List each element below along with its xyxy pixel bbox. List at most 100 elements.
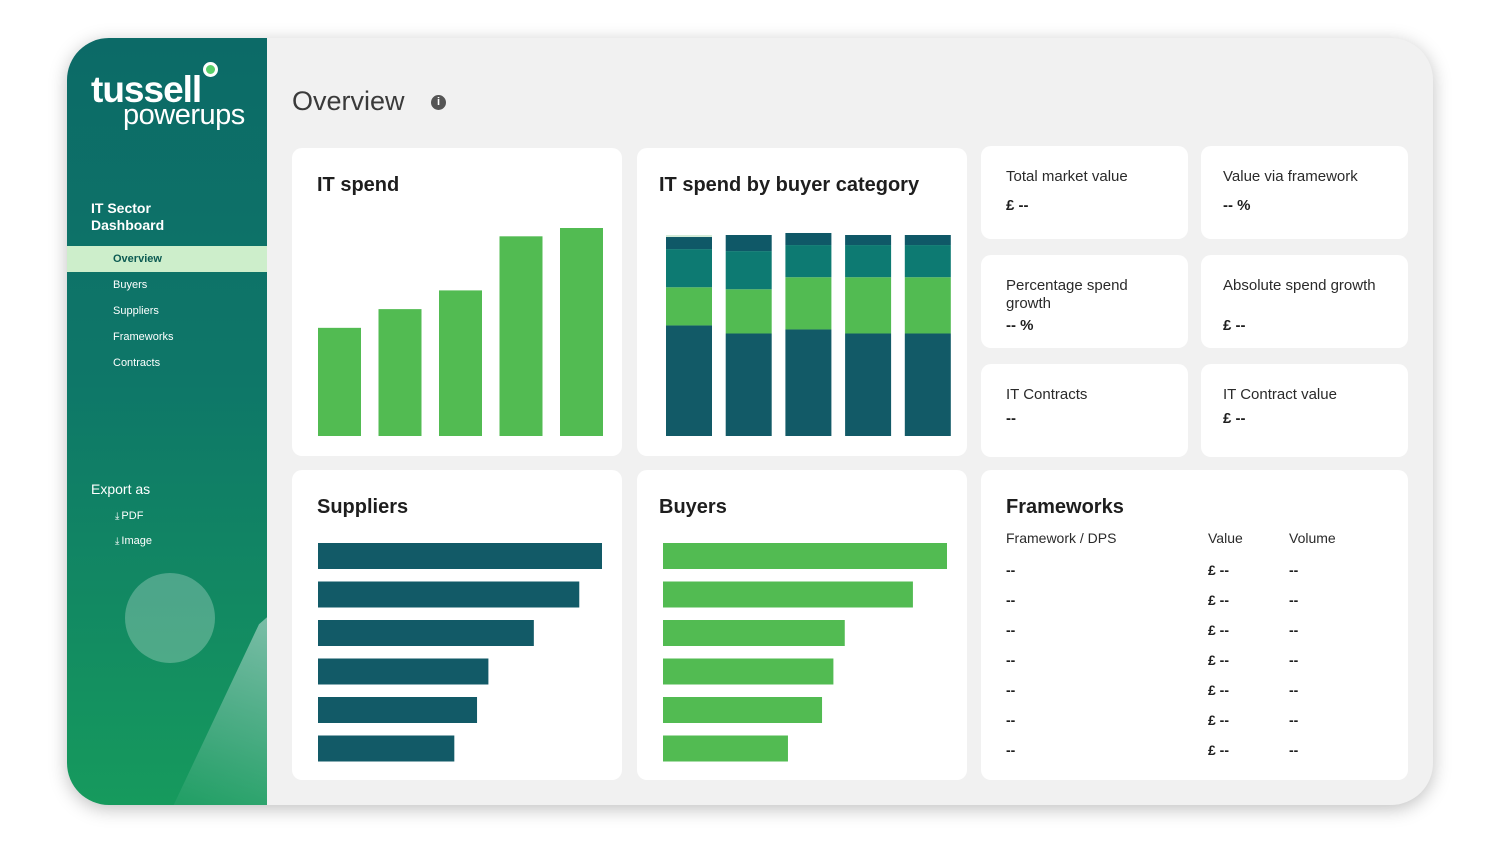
kpi-card-value-via-framework: Value via framework -- % — [1201, 146, 1408, 239]
it-spend-chart — [318, 228, 603, 436]
table-cell: -- — [1006, 562, 1016, 578]
table-cell: -- — [1006, 742, 1016, 758]
buyer-category-segment — [785, 245, 832, 278]
export-pdf-button[interactable]: ⤓ PDF — [115, 510, 143, 522]
nav-item-buyers[interactable]: Buyers — [113, 279, 148, 291]
table-cell: -- — [1289, 742, 1299, 758]
buyers-chart — [663, 543, 947, 762]
buyer-category-segment — [904, 333, 951, 436]
supplier-bar — [318, 620, 534, 646]
app-window: tussell powerups IT Sector Dashboard Ove… — [67, 38, 1433, 805]
export-image-label: Image — [121, 535, 152, 547]
brand-line1: tussell — [91, 69, 202, 110]
buyer-bar — [663, 620, 845, 646]
kpi-value: -- % — [1223, 197, 1251, 214]
table-cell: -- — [1289, 652, 1299, 668]
it-spend-bar — [439, 290, 482, 436]
table-cell: -- — [1289, 622, 1299, 638]
kpi-card-it-contracts: IT Contracts -- — [981, 364, 1188, 457]
kpi-card-it-contract-value: IT Contract value £ -- — [1201, 364, 1408, 457]
download-icon: ⤓ — [115, 511, 120, 522]
buyer-bar — [663, 658, 834, 685]
kpi-card-absolute-spend-growth: Absolute spend growth £ -- — [1201, 255, 1408, 348]
supplier-bar — [318, 697, 478, 723]
buyer-category-segment — [904, 277, 951, 334]
kpi-value: -- — [1006, 410, 1016, 427]
it-spend-bar — [318, 327, 361, 436]
it-spend-card: IT spend — [292, 148, 622, 456]
buyer-category-segment — [725, 235, 772, 252]
suppliers-title: Suppliers — [317, 496, 409, 518]
buyer-category-title: IT spend by buyer category — [659, 174, 920, 196]
brand-logo: tussell powerups — [91, 62, 251, 140]
export-title: Export as — [91, 481, 151, 497]
table-cell: £ -- — [1208, 592, 1229, 608]
buyer-category-segment — [666, 235, 712, 238]
buyers-title: Buyers — [659, 496, 727, 518]
page-title: Overview — [292, 86, 405, 116]
table-cell: -- — [1006, 622, 1016, 638]
nav-item-contracts[interactable]: Contracts — [113, 357, 161, 369]
it-spend-bar — [378, 309, 422, 436]
table-cell: £ -- — [1208, 712, 1229, 728]
table-cell: -- — [1289, 562, 1299, 578]
kpi-value: £ -- — [1223, 317, 1246, 334]
table-cell: -- — [1289, 682, 1299, 698]
table-cell: £ -- — [1208, 682, 1229, 698]
kpi-value: -- % — [1006, 317, 1034, 334]
supplier-bar — [318, 543, 602, 569]
brand-line2: powerups — [123, 99, 245, 131]
buyer-category-segment — [725, 289, 772, 334]
buyer-bar — [663, 543, 947, 569]
it-spend-bar — [560, 228, 603, 436]
export-pdf-label: PDF — [121, 510, 144, 522]
it-spend-title: IT spend — [317, 174, 400, 196]
table-cell: £ -- — [1208, 742, 1229, 758]
supplier-bar — [318, 658, 489, 685]
nav-item-suppliers[interactable]: Suppliers — [113, 305, 159, 317]
kpi-label: IT Contracts — [1006, 386, 1088, 403]
kpi-value: £ -- — [1006, 197, 1029, 214]
buyer-category-segment — [666, 249, 712, 288]
buyer-category-segment — [845, 277, 892, 334]
buyer-category-segment — [845, 245, 892, 278]
buyer-category-segment — [725, 251, 772, 290]
download-icon: ⤓ — [115, 536, 120, 547]
kpi-label: IT Contract value — [1223, 386, 1337, 403]
supplier-bar — [318, 735, 455, 762]
col-header-value: Value — [1208, 530, 1243, 546]
kpi-label: Total market value — [1006, 168, 1128, 185]
kpi-card-percentage-spend-growth: Percentage spend growth -- % — [981, 255, 1188, 348]
kpi-card-total-market-value: Total market value £ -- — [981, 146, 1188, 239]
buyer-bar — [663, 697, 823, 723]
buyer-category-segment — [904, 235, 951, 246]
col-header-volume: Volume — [1289, 530, 1336, 546]
nav-item-frameworks[interactable]: Frameworks — [113, 331, 174, 343]
table-cell: -- — [1006, 592, 1016, 608]
buyer-category-segment — [785, 277, 832, 330]
buyers-card: Buyers — [637, 470, 967, 780]
buyer-category-card: IT spend by buyer category — [637, 148, 967, 456]
buyer-category-segment — [904, 245, 951, 278]
kpi-label: Percentage spend growth — [1006, 277, 1128, 312]
suppliers-card: Suppliers — [292, 470, 622, 780]
buyer-category-segment — [785, 232, 832, 246]
buyer-category-segment — [666, 287, 712, 326]
export-image-button[interactable]: ⤓ Image — [115, 535, 152, 547]
buyer-bar — [663, 581, 913, 608]
sidebar-nav: Overview Buyers Suppliers Frameworks Con… — [67, 246, 267, 376]
table-cell: -- — [1006, 652, 1016, 668]
table-cell: £ -- — [1208, 622, 1229, 638]
frameworks-card: Frameworks Framework / DPS Value Volume … — [981, 470, 1408, 780]
kpi-label: Absolute spend growth — [1223, 277, 1376, 294]
buyer-category-segment — [666, 325, 712, 436]
dashboard-title: IT Sector Dashboard — [91, 200, 165, 233]
buyer-bar — [663, 735, 788, 762]
buyer-category-segment — [845, 235, 892, 246]
info-icon[interactable]: i — [431, 95, 446, 110]
logo-dot-icon — [203, 62, 218, 77]
buyer-category-segment — [845, 333, 892, 436]
supplier-bar — [318, 581, 580, 608]
buyer-category-chart — [666, 232, 951, 436]
nav-item-overview[interactable]: Overview — [67, 246, 267, 272]
